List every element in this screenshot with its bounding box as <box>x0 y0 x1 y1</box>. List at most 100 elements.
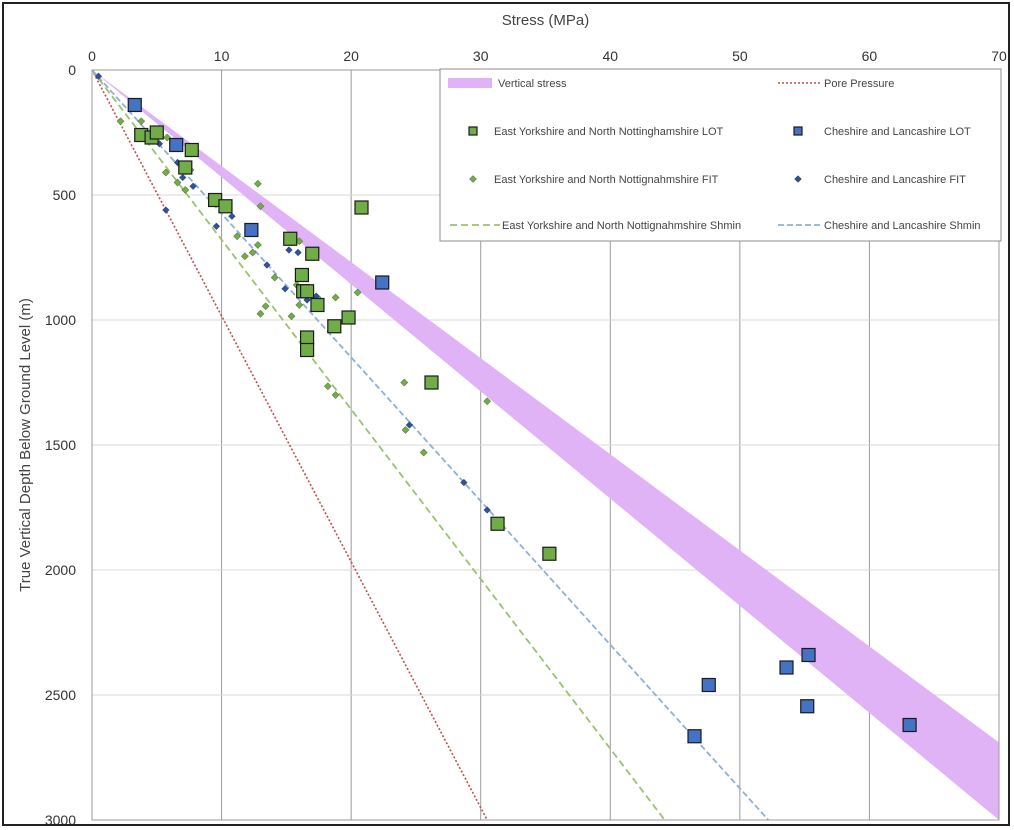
legend-swatch-ey-fit <box>469 175 477 183</box>
pore-pressure-line <box>92 70 488 820</box>
cl-fit-point <box>263 261 271 269</box>
ey-fit-point <box>270 273 279 282</box>
legend-swatch-ey-lot <box>468 126 478 136</box>
legend-label: East Yorkshire and North Nottinghamshire… <box>494 126 724 138</box>
cl-lot-point <box>801 647 816 663</box>
ey-fit-point <box>181 186 190 194</box>
cl-lot-point <box>244 222 259 238</box>
ey-fit-point <box>253 241 262 249</box>
ey-lot-point <box>218 199 233 214</box>
legend-swatch-vertical-stress <box>448 78 492 88</box>
y-tick-label: 1000 <box>45 312 76 328</box>
cl-fit-point <box>162 206 170 214</box>
cl-lot-point <box>375 275 390 290</box>
x-tick-label: 20 <box>343 48 359 64</box>
ey-lot-point <box>283 231 298 246</box>
legend-box <box>439 68 1002 242</box>
legend-label: Vertical stress <box>498 78 567 90</box>
ey-lot-point <box>542 546 557 561</box>
ey-lot-point <box>294 267 310 283</box>
legend-label: Cheshire and Lancashire Shmin <box>824 220 981 232</box>
ey-fit-point <box>253 179 262 188</box>
cl-lot-point <box>902 717 917 733</box>
ey-shmin-line <box>92 70 666 820</box>
cl-fit-point <box>294 248 302 257</box>
cl-shmin-line <box>92 70 770 820</box>
cl-lot-point <box>687 729 702 744</box>
ey-fit-point <box>400 378 409 387</box>
ey-lot-point <box>341 310 356 325</box>
ey-fit-point <box>295 301 304 309</box>
cl-lot-point <box>779 660 794 675</box>
ey-fit-point <box>483 397 492 406</box>
ey-fit-point <box>256 202 265 211</box>
ey-fit-point <box>116 117 125 126</box>
y-tick-label: 2500 <box>45 687 76 703</box>
legend-label: East Yorkshire and North Nottignahmshire… <box>502 220 741 232</box>
y-tick-label: 1500 <box>45 437 76 453</box>
cl-fit-point <box>281 285 289 293</box>
ey-fit-point <box>233 232 242 241</box>
ey-fit-point <box>323 382 332 391</box>
cl-fit-point <box>179 173 187 182</box>
ey-lot-point <box>490 516 505 531</box>
x-tick-label: 60 <box>862 48 878 64</box>
cl-fit-point <box>94 72 103 80</box>
legend-label: Pore Pressure <box>824 78 894 90</box>
x-tick-label: 40 <box>602 48 618 64</box>
ey-lot-point <box>184 142 199 158</box>
y-tick-label: 2000 <box>45 562 76 578</box>
y-tick-label: 500 <box>53 187 77 203</box>
x-tick-label: 50 <box>732 48 748 64</box>
ey-lot-point <box>354 200 369 215</box>
ey-lot-point <box>178 160 193 175</box>
ey-fit-point <box>137 117 146 126</box>
legend-swatch-cl-fit <box>794 175 802 183</box>
cl-fit-point <box>228 212 236 220</box>
ey-lot-point <box>424 375 439 390</box>
cl-lot-point <box>800 699 815 714</box>
ey-fit-point <box>331 293 340 302</box>
ey-fit-point <box>261 302 270 311</box>
legend-label: Cheshire and Lancashire LOT <box>824 126 971 138</box>
ey-fit-point <box>248 248 257 257</box>
cl-fit-point <box>189 182 197 190</box>
series-layer <box>92 70 999 820</box>
legend: Vertical stress Pore Pressure East Yorkshi… <box>439 68 1002 242</box>
ey-fit-point <box>331 391 340 399</box>
ey-lot-point <box>305 246 320 261</box>
ey-fit-point <box>401 426 410 434</box>
cl-fit-point <box>483 506 491 514</box>
cl-fit-point <box>460 478 468 487</box>
stress-depth-chart: 0 10 20 30 40 50 60 70 0 500 1000 1500 2000 2500 3000 S… <box>17 12 1007 828</box>
cl-lot-point <box>701 677 716 693</box>
cl-lot-point <box>127 97 142 113</box>
x-tick-label: 0 <box>88 48 96 64</box>
y-tick-label: 0 <box>68 62 76 78</box>
cl-fit-point <box>212 222 221 230</box>
x-tick-label: 10 <box>214 48 230 64</box>
ey-fit-point <box>353 288 362 297</box>
ey-lot-point <box>327 319 342 334</box>
ey-fit-point <box>161 168 170 177</box>
ey-fit-point <box>163 133 172 142</box>
y-tick-label: 3000 <box>45 812 76 824</box>
x-tick-label: 30 <box>473 48 489 64</box>
x-tick-label: 70 <box>991 48 1007 64</box>
ey-fit-point <box>241 252 249 261</box>
cl-fit-point <box>405 421 414 429</box>
legend-label: Cheshire and Lancashire FIT <box>824 174 966 186</box>
ey-fit-point <box>419 448 428 457</box>
y-axis-title: True Vertical Depth Below Ground Level (… <box>17 298 34 592</box>
ey-lot-point <box>299 330 315 345</box>
ey-lot-point <box>149 125 164 140</box>
legend-label: East Yorkshire and North Nottignahmshire… <box>494 174 719 186</box>
ey-lot-point <box>310 297 325 313</box>
x-axis-title: Stress (MPa) <box>502 12 590 29</box>
legend-swatch-cl-lot <box>793 126 803 136</box>
ey-lot-point <box>299 342 315 358</box>
ey-lot-point <box>299 284 315 299</box>
ey-fit-point <box>173 178 182 187</box>
cl-lot-point <box>169 137 184 153</box>
